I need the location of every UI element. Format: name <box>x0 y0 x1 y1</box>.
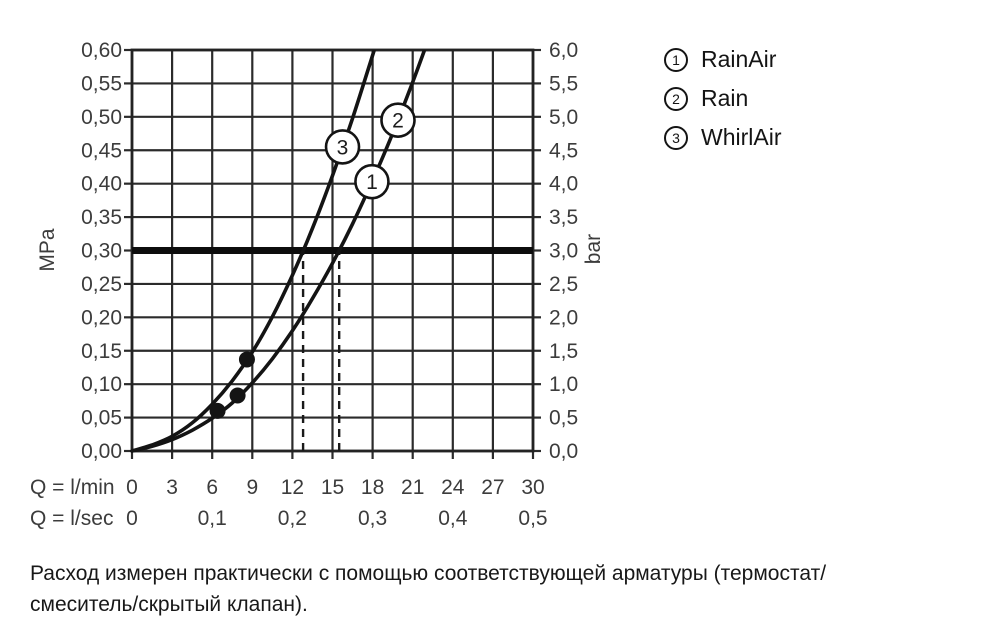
x-tick-label-lmin: 24 <box>441 476 465 499</box>
y-tick-label-mpa: 0,05 <box>81 407 122 430</box>
x-tick-label-lmin: 21 <box>401 476 424 499</box>
x-tick-label-lmin: 0 <box>126 476 138 499</box>
x-tick-label-lsec: 0,2 <box>278 507 307 530</box>
x-tick-label-lmin: 3 <box>166 476 178 499</box>
curve-3-whirlair <box>130 50 377 453</box>
q-lsec-row-label: Q = l/sec <box>30 507 113 530</box>
curve-marker-label-2: 2 <box>392 110 404 133</box>
legend: 1 RainAir 2 Rain 3 WhirlAir <box>664 40 782 157</box>
caption-line-2: смеситель/скрытый клапан). <box>30 593 308 616</box>
x-tick-label-lsec: 0,4 <box>438 507 468 530</box>
y-tick-label-mpa: 0,50 <box>81 106 122 129</box>
y-tick-label-mpa: 0,60 <box>81 39 122 62</box>
y-tick-label-mpa: 0,15 <box>81 340 122 363</box>
legend-item-whirlair: 3 WhirlAir <box>664 118 782 157</box>
y-tick-label-bar: 5,0 <box>549 106 578 129</box>
y-tick-label-mpa: 0,40 <box>81 173 122 196</box>
y-tick-label-mpa: 0,35 <box>81 206 122 229</box>
y-tick-label-mpa: 0,55 <box>81 72 122 95</box>
legend-item-label: RainAir <box>701 46 777 72</box>
y-tick-label-bar: 3,0 <box>549 240 578 263</box>
x-tick-label-lmin: 30 <box>521 476 544 499</box>
curve-marker-circle-3 <box>324 129 361 165</box>
y-tick-label-mpa: 0,25 <box>81 273 122 296</box>
x-tick-label-lmin: 27 <box>481 476 504 499</box>
measurement-dot <box>209 402 226 419</box>
legend-item-rain: 2 Rain <box>664 79 782 118</box>
curve-1-2-rainair-rain <box>130 50 427 453</box>
x-tick-label-lmin: 6 <box>206 476 218 499</box>
legend-marker-2-icon: 2 <box>664 86 688 111</box>
x-tick-label-lmin: 18 <box>361 476 384 499</box>
curve-marker-circle-2 <box>380 102 416 138</box>
y-tick-label-bar: 3,5 <box>549 206 578 229</box>
y-tick-label-bar: 1,5 <box>549 340 578 363</box>
y-tick-label-bar: 5,5 <box>549 72 578 95</box>
y-tick-label-bar: 2,5 <box>549 273 578 296</box>
caption-line-1: Расход измерен практически с помощью соо… <box>30 562 827 585</box>
legend-item-label: Rain <box>701 85 749 111</box>
y-tick-label-mpa: 0,00 <box>81 440 122 463</box>
measurement-dot <box>238 351 255 368</box>
legend-item-label: WhirlAir <box>701 124 782 150</box>
y-tick-label-mpa: 0,20 <box>81 306 122 329</box>
y-tick-label-bar: 0,5 <box>549 407 578 430</box>
bar-axis-label: bar <box>582 234 605 264</box>
legend-marker-1-icon: 1 <box>664 47 688 72</box>
x-tick-label-lmin: 9 <box>246 476 258 499</box>
y-tick-label-bar: 6,0 <box>549 39 578 62</box>
legend-marker-3-icon: 3 <box>664 125 688 150</box>
mpa-axis-label: MPa <box>36 228 59 272</box>
y-tick-label-mpa: 0,10 <box>81 373 122 396</box>
x-tick-label-lmin: 12 <box>281 476 304 499</box>
x-tick-label-lsec: 0 <box>126 507 138 530</box>
curve-marker-label-3: 3 <box>337 136 349 159</box>
y-tick-label-mpa: 0,45 <box>81 139 122 162</box>
x-tick-label-lsec: 0,1 <box>198 507 227 530</box>
x-tick-label-lsec: 0,5 <box>518 507 547 530</box>
y-tick-label-bar: 4,5 <box>549 139 578 162</box>
y-tick-label-mpa: 0,30 <box>81 240 122 263</box>
y-tick-label-bar: 4,0 <box>549 173 578 196</box>
y-tick-label-bar: 1,0 <box>549 373 578 396</box>
x-tick-label-lsec: 0,3 <box>358 507 387 530</box>
curve-marker-circle-1 <box>354 163 390 200</box>
legend-item-rainair: 1 RainAir <box>664 40 782 79</box>
measurement-dot <box>229 387 246 404</box>
y-tick-label-bar: 2,0 <box>549 306 578 329</box>
x-tick-label-lmin: 15 <box>321 476 344 499</box>
curves-group <box>130 50 427 453</box>
y-tick-label-bar: 0,0 <box>549 440 578 463</box>
q-lmin-row-label: Q = l/min <box>30 476 115 499</box>
caption: Расход измерен практически с помощью соо… <box>30 558 995 620</box>
curve-marker-label-1: 1 <box>366 171 378 194</box>
